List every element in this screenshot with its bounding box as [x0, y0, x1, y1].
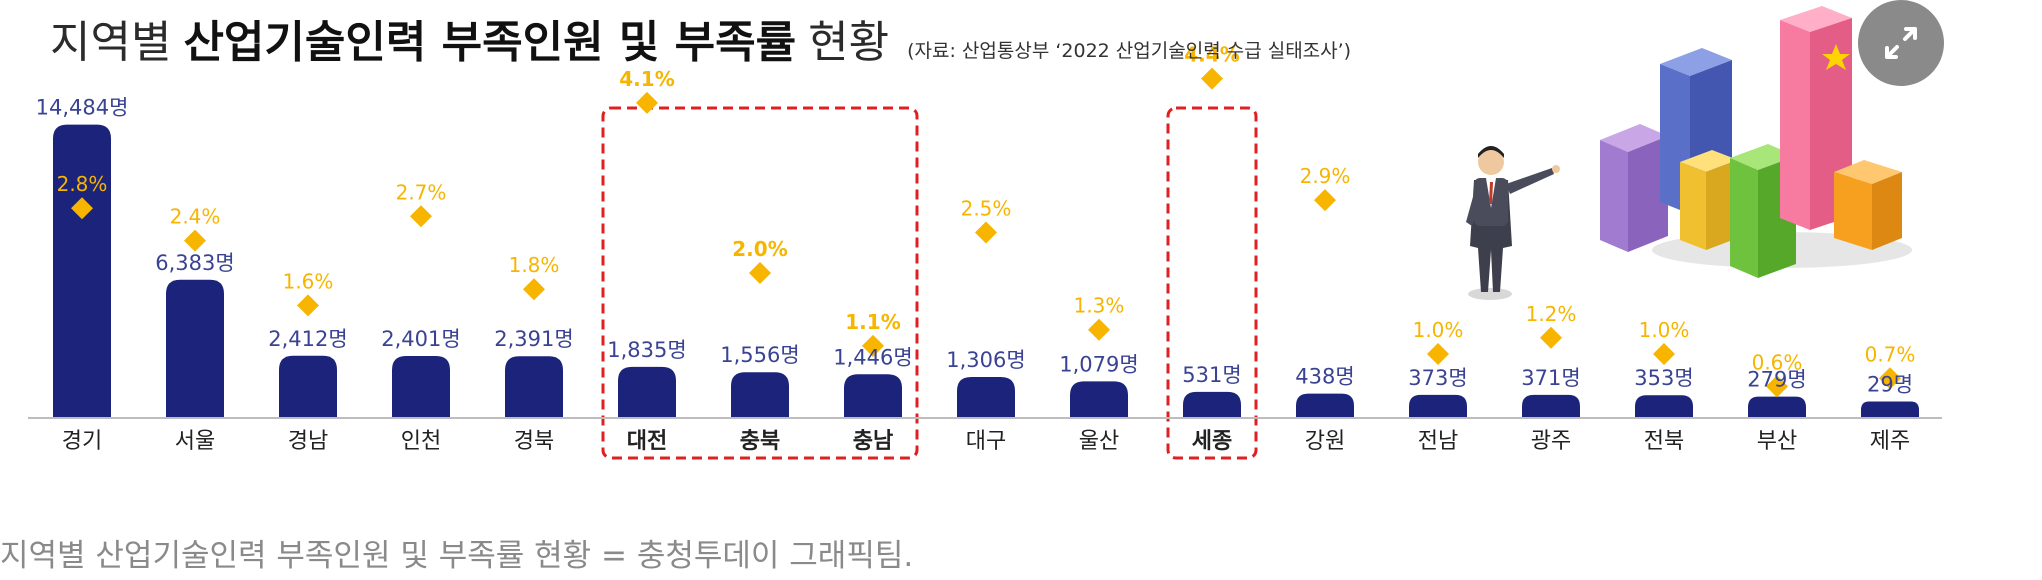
bar-충남 — [844, 374, 902, 418]
rate-marker-광주 — [1540, 326, 1562, 349]
bar-서울 — [166, 279, 224, 418]
chart: 경기 14,484명 2.8% 서울 6,383명 2.4% 경남 2,412명 1.6% 인천 2… — [28, 6, 1942, 460]
count-label: 1,079명 — [1059, 352, 1138, 376]
bar-경북 — [505, 356, 563, 418]
title-bold: 산업기술인력 부족인원 및 부족률 — [183, 17, 797, 68]
title-source: (자료: 산업통상부 ‘2022 산업기술인력 수급 실태조사’) — [907, 40, 1352, 62]
rate-label: 2.4% — [170, 205, 221, 229]
rate-label: 4.1% — [619, 67, 674, 91]
category-label: 인천 — [401, 429, 441, 454]
bar-울산 — [1070, 381, 1128, 418]
count-label: 531명 — [1182, 363, 1241, 387]
bar-세종 — [1183, 391, 1241, 418]
count-label: 371명 — [1521, 366, 1580, 390]
category-label: 충남 — [853, 429, 893, 454]
rate-marker-경기 — [71, 197, 93, 220]
rate-marker-세종 — [1201, 67, 1223, 90]
rate-marker-충북 — [749, 262, 771, 284]
rate-marker-강원 — [1314, 189, 1336, 212]
rate-label: 0.6% — [1752, 350, 1803, 374]
count-label: 2,391명 — [494, 327, 573, 351]
count-label: 353명 — [1634, 366, 1693, 390]
count-label: 2,412명 — [268, 327, 347, 351]
rate-label: 1.8% — [509, 253, 560, 277]
category-label: 부산 — [1757, 429, 1797, 454]
rate-marker-대전 — [636, 91, 658, 114]
bar-대구 — [957, 376, 1015, 418]
category-label: 대구 — [966, 429, 1006, 454]
category-label: 경북 — [514, 429, 554, 454]
rate-label: 1.1% — [845, 310, 900, 334]
bar-경남 — [279, 355, 337, 418]
rate-label: 2.5% — [961, 197, 1012, 221]
category-label: 강원 — [1305, 429, 1345, 454]
rate-label: 1.6% — [283, 269, 334, 293]
bar-충북 — [731, 372, 789, 418]
count-label: 279명 — [1747, 368, 1806, 392]
bar-전남 — [1409, 394, 1467, 418]
rate-label: 2.7% — [396, 180, 447, 204]
bar-경기 — [53, 124, 111, 418]
count-label: 1,556명 — [720, 343, 799, 367]
category-label: 서울 — [175, 429, 215, 454]
category-label: 충북 — [740, 429, 780, 454]
category-label: 세종 — [1192, 429, 1232, 454]
count-label: 1,446명 — [833, 345, 912, 369]
rate-marker-부산 — [1766, 375, 1788, 398]
category-label: 경남 — [288, 429, 328, 454]
count-label: 1,835명 — [607, 338, 686, 362]
rate-label: 1.3% — [1074, 294, 1125, 318]
rate-label: 1.0% — [1639, 318, 1690, 342]
rate-marker-경남 — [297, 294, 319, 317]
bar-강원 — [1296, 393, 1354, 418]
category-label: 전남 — [1418, 429, 1458, 454]
rate-marker-대구 — [975, 221, 997, 244]
rate-label: 0.7% — [1865, 342, 1916, 366]
rate-marker-울산 — [1088, 318, 1110, 341]
rate-label: 2.0% — [732, 237, 787, 261]
expand-icon — [1885, 27, 1917, 59]
rate-label: 1.0% — [1413, 318, 1464, 342]
count-label: 14,484명 — [36, 96, 129, 120]
image-caption: 지역별 산업기술인력 부족인원 및 부족률 현황 = 충청투데이 그래픽팀. — [0, 538, 914, 574]
expand-button[interactable] — [1858, 0, 1944, 86]
category-label: 경기 — [62, 429, 102, 454]
category-label: 대전 — [627, 429, 667, 454]
rate-label: 4.4% — [1184, 43, 1239, 67]
title-suffix: 현황 — [808, 17, 890, 68]
rate-marker-인천 — [410, 205, 432, 228]
count-label: 1,306명 — [946, 348, 1025, 372]
highlight-box-1 — [601, 106, 919, 460]
bar-전북 — [1635, 395, 1693, 418]
bar-광주 — [1522, 394, 1580, 418]
highlight-box-2 — [1166, 106, 1258, 460]
title-prefix: 지역별 — [50, 17, 172, 68]
rate-marker-전남 — [1427, 343, 1449, 365]
category-label: 울산 — [1079, 429, 1119, 454]
count-label: 6,383명 — [155, 251, 234, 275]
rate-label: 2.9% — [1300, 164, 1351, 188]
bar-부산 — [1748, 396, 1806, 418]
businessman-buildings-illustration — [1466, 6, 1912, 300]
rate-marker-경북 — [523, 278, 545, 301]
bar-인천 — [392, 356, 450, 418]
rate-marker-서울 — [184, 229, 206, 252]
count-label: 29명 — [1867, 372, 1913, 396]
rate-marker-제주 — [1879, 367, 1901, 390]
count-label: 438명 — [1295, 365, 1354, 389]
category-label: 광주 — [1531, 429, 1571, 454]
bar-제주 — [1861, 401, 1919, 418]
category-label: 제주 — [1870, 429, 1910, 454]
rate-label: 2.8% — [57, 172, 108, 196]
bar-대전 — [618, 366, 676, 418]
rate-label: 1.2% — [1526, 302, 1577, 326]
chart-title: 지역별 산업기술인력 부족인원 및 부족률 현황 (자료: 산업통상부 ‘202… — [50, 6, 1352, 68]
category-label: 전북 — [1644, 429, 1684, 454]
count-label: 373명 — [1408, 366, 1467, 390]
count-label: 2,401명 — [381, 327, 460, 351]
rate-marker-전북 — [1653, 343, 1675, 365]
rate-marker-충남 — [862, 334, 884, 357]
